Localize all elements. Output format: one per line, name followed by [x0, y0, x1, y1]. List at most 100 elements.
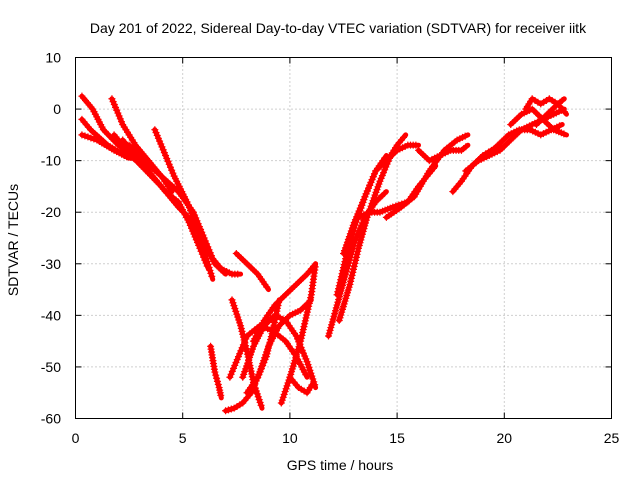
- series-trace: [207, 342, 225, 401]
- data-point: [214, 380, 222, 388]
- data-point: [230, 364, 238, 372]
- data-point: [461, 132, 469, 140]
- data-point: [169, 169, 177, 177]
- data-point: [339, 267, 347, 275]
- data-point: [87, 134, 95, 142]
- data-point: [219, 268, 227, 276]
- data-point: [389, 203, 397, 211]
- data-point: [349, 268, 357, 276]
- data-point: [347, 277, 355, 285]
- data-point: [202, 255, 210, 263]
- y-tick-label: -20: [41, 204, 61, 220]
- data-point: [335, 282, 343, 290]
- data-point: [206, 266, 214, 274]
- data-point: [234, 270, 242, 278]
- series-trace: [119, 136, 211, 272]
- data-point: [237, 347, 245, 355]
- data-point: [311, 263, 319, 271]
- axis-ticks: 0 5 10 15 20 25 10 0 -10 -20 -30 -40 -50 -60: [41, 50, 620, 447]
- data-point: [334, 288, 342, 296]
- data-point: [227, 370, 235, 378]
- data-point: [259, 361, 267, 369]
- series-trace: [335, 132, 409, 325]
- data-point: [212, 371, 220, 379]
- data-point: [123, 153, 131, 161]
- data-point: [558, 96, 566, 104]
- data-point: [213, 377, 221, 385]
- series-trace: [483, 122, 565, 159]
- series-trace: [78, 131, 132, 161]
- data-point: [254, 373, 262, 381]
- data-point: [232, 359, 240, 367]
- data-point: [78, 131, 86, 139]
- series-trace: [239, 311, 319, 391]
- data-point: [257, 401, 265, 409]
- data-point: [302, 371, 310, 379]
- data-point: [334, 285, 342, 293]
- y-tick-label: -60: [41, 411, 61, 427]
- data-series: [78, 92, 569, 415]
- data-point: [239, 341, 247, 349]
- data-point: [412, 141, 420, 149]
- series-trace: [532, 100, 569, 129]
- x-tick-label: 15: [389, 430, 405, 446]
- data-point: [217, 391, 225, 399]
- data-point: [207, 269, 215, 277]
- data-point: [168, 166, 176, 174]
- data-point: [352, 253, 360, 261]
- data-point: [560, 130, 568, 138]
- x-tick-label: 5: [179, 430, 187, 446]
- data-point: [236, 350, 244, 358]
- y-tick-label: -50: [41, 359, 61, 375]
- data-point: [337, 276, 345, 284]
- data-point: [354, 247, 362, 255]
- data-point: [308, 381, 316, 389]
- chart-title: Day 201 of 2022, Sidereal Day-to-day VTE…: [90, 20, 587, 36]
- y-tick-label: 0: [53, 101, 61, 117]
- data-point: [231, 361, 239, 369]
- data-point: [260, 359, 268, 367]
- series-trace: [415, 142, 471, 165]
- data-point: [352, 256, 360, 264]
- data-point: [162, 151, 170, 159]
- series-trace: [232, 249, 271, 293]
- data-point: [351, 259, 359, 267]
- plot-frame: [75, 57, 612, 419]
- series-trace: [462, 106, 567, 175]
- data-point: [346, 280, 354, 288]
- x-tick-label: 20: [497, 430, 513, 446]
- data-point: [556, 122, 564, 130]
- data-point: [337, 273, 345, 281]
- data-point: [462, 143, 470, 151]
- series-trace: [243, 297, 283, 397]
- data-point: [213, 374, 221, 382]
- data-point: [347, 274, 355, 282]
- x-axis-label: GPS time / hours: [287, 457, 394, 473]
- x-tick-label: 25: [604, 430, 620, 446]
- data-point: [205, 263, 213, 271]
- data-point: [261, 356, 269, 364]
- series-trace: [340, 153, 389, 257]
- data-point: [165, 160, 173, 168]
- data-point: [204, 261, 212, 269]
- data-point: [241, 338, 249, 346]
- y-axis-label: SDTVAR / TECUs: [5, 184, 21, 296]
- data-point: [238, 344, 246, 352]
- y-tick-label: -40: [41, 307, 61, 323]
- data-point: [350, 262, 358, 270]
- data-point: [90, 135, 98, 143]
- series-trace: [277, 261, 319, 407]
- series-trace: [110, 131, 229, 277]
- data-point: [353, 250, 361, 258]
- data-point: [211, 368, 219, 376]
- data-point: [256, 367, 264, 375]
- data-point: [233, 356, 241, 364]
- series-trace: [151, 126, 216, 282]
- y-tick-label: 10: [45, 50, 61, 66]
- y-tick-label: -10: [41, 153, 61, 169]
- data-point: [275, 299, 283, 307]
- data-point: [560, 108, 568, 116]
- data-point: [166, 163, 174, 171]
- data-point: [228, 367, 236, 375]
